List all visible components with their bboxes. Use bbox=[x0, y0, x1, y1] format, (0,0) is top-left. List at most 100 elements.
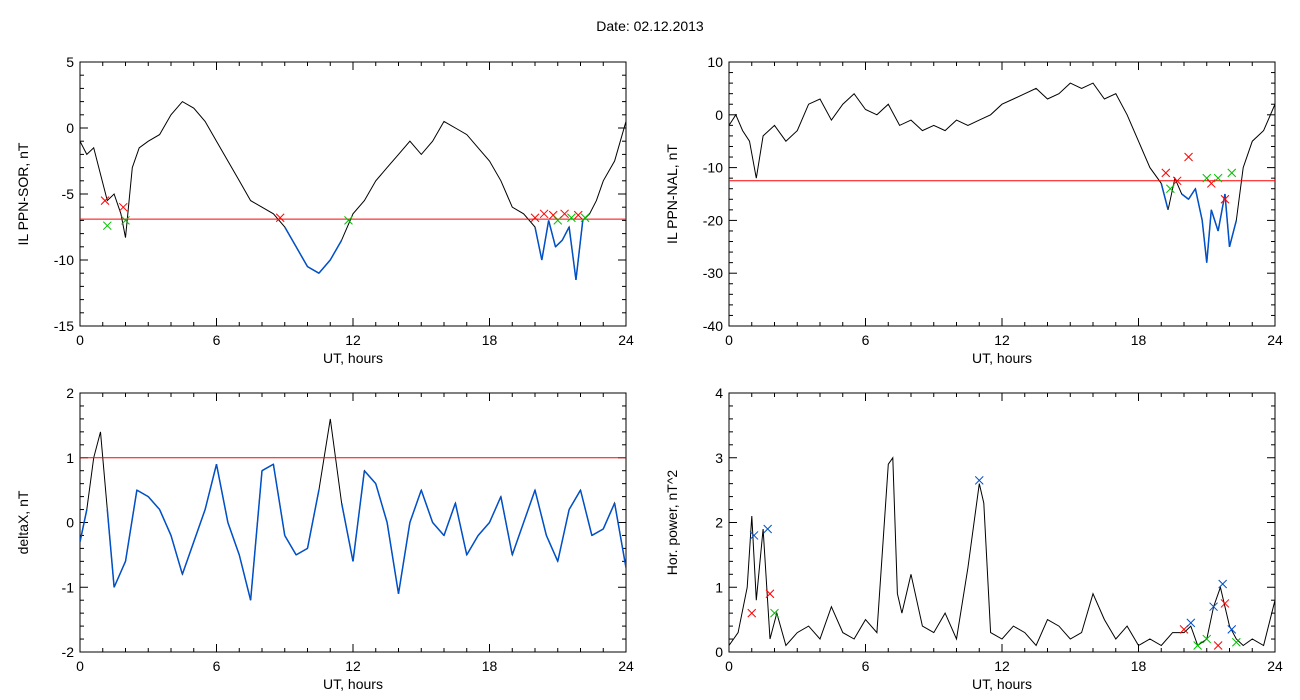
y-tick-label: 0 bbox=[66, 515, 74, 531]
below-threshold-segment bbox=[522, 489, 536, 523]
below-threshold-segment bbox=[557, 509, 570, 562]
x-tick-label: 0 bbox=[725, 658, 733, 674]
plot-frame bbox=[728, 392, 1276, 653]
marker-stroke bbox=[1218, 579, 1228, 589]
below-threshold-segment bbox=[1206, 209, 1213, 263]
event-marker-red bbox=[275, 213, 285, 223]
event-marker-green bbox=[344, 216, 353, 225]
y-tick-label: 4 bbox=[715, 385, 723, 401]
x-tick-label: 24 bbox=[618, 332, 634, 348]
event-marker-red bbox=[1161, 168, 1171, 178]
below-threshold-segment bbox=[124, 490, 138, 562]
x-tick-label: 18 bbox=[1131, 658, 1147, 674]
below-threshold-segment bbox=[363, 470, 377, 485]
x-tick-label: 12 bbox=[345, 658, 361, 674]
marker-stroke bbox=[1165, 184, 1175, 194]
below-threshold-segment bbox=[307, 265, 320, 274]
y-tick-label: -15 bbox=[54, 318, 74, 334]
y-tick-label: -10 bbox=[703, 160, 723, 176]
event-marker-red bbox=[1220, 194, 1230, 204]
event-marker-red bbox=[118, 202, 128, 212]
marker-stroke bbox=[344, 216, 353, 225]
below-threshold-segment bbox=[80, 509, 88, 543]
y-tick-label: 3 bbox=[715, 450, 723, 466]
event-marker-green bbox=[121, 216, 130, 225]
marker-stroke bbox=[1209, 602, 1218, 612]
marker-stroke bbox=[121, 216, 130, 225]
x-tick-label: 18 bbox=[1131, 332, 1147, 348]
event-marker-blue bbox=[763, 524, 773, 534]
marker-stroke bbox=[1213, 173, 1223, 183]
event-marker-red bbox=[1220, 599, 1230, 608]
y-axis-label: IL PPN-SOR, nT bbox=[15, 142, 31, 245]
below-threshold-segment bbox=[1228, 220, 1238, 247]
event-marker-red bbox=[747, 608, 757, 618]
below-threshold-segment bbox=[575, 220, 584, 280]
event-marker-green bbox=[770, 608, 779, 618]
below-threshold-segment bbox=[272, 464, 286, 536]
y-tick-label: 10 bbox=[707, 54, 723, 70]
marker-stroke bbox=[765, 589, 775, 599]
below-threshold-segment bbox=[1160, 183, 1169, 211]
below-threshold-segment bbox=[193, 509, 206, 543]
event-marker-red bbox=[548, 210, 558, 220]
x-tick-label: 6 bbox=[213, 332, 221, 348]
y-tick-label: -1 bbox=[62, 579, 75, 595]
below-threshold-segment bbox=[541, 220, 550, 261]
marker-stroke bbox=[118, 202, 128, 212]
plot-frame bbox=[79, 61, 627, 327]
x-tick-label: 18 bbox=[482, 658, 498, 674]
below-threshold-segment bbox=[511, 522, 525, 556]
y-tick-label: 0 bbox=[715, 644, 723, 660]
below-threshold-segment bbox=[227, 522, 240, 556]
below-threshold-segment bbox=[375, 483, 388, 523]
y-tick-label: 1 bbox=[715, 579, 723, 595]
below-threshold-segment bbox=[170, 535, 184, 575]
x-tick-label: 0 bbox=[725, 332, 733, 348]
marker-stroke bbox=[1161, 168, 1171, 178]
marker-stroke bbox=[539, 209, 549, 219]
below-threshold-segment bbox=[295, 246, 309, 267]
event-marker-green bbox=[102, 221, 112, 231]
below-threshold-segment bbox=[488, 496, 502, 523]
below-threshold-segment bbox=[352, 470, 366, 562]
below-threshold-segment bbox=[561, 226, 570, 241]
plot-area bbox=[80, 418, 626, 601]
event-marker-blue bbox=[1218, 579, 1228, 589]
date-value: 02.12.2013 bbox=[633, 18, 704, 34]
event-marker-red bbox=[1172, 176, 1182, 186]
y-tick-label: -20 bbox=[703, 212, 723, 228]
plot-area bbox=[729, 82, 1275, 263]
marker-stroke bbox=[1231, 637, 1241, 647]
event-marker-red bbox=[530, 213, 540, 223]
below-threshold-segment bbox=[454, 502, 468, 556]
marker-stroke bbox=[567, 213, 576, 223]
event-marker-red bbox=[1184, 152, 1193, 162]
below-threshold-segment bbox=[249, 470, 263, 601]
marker-stroke bbox=[100, 196, 110, 205]
marker-stroke bbox=[1227, 168, 1237, 178]
below-threshold-segment bbox=[238, 554, 252, 601]
below-threshold-segment bbox=[443, 502, 457, 536]
below-threshold-segment bbox=[329, 239, 343, 261]
event-marker-green bbox=[1193, 641, 1203, 650]
below-threshold-segment bbox=[306, 489, 320, 549]
below-threshold-segment bbox=[1181, 193, 1190, 200]
below-threshold-segment bbox=[158, 509, 172, 536]
below-threshold-segment bbox=[284, 535, 297, 556]
marker-stroke bbox=[1220, 599, 1230, 608]
event-marker-green bbox=[1202, 173, 1212, 183]
below-threshold-segment bbox=[295, 547, 308, 556]
series-line-1 bbox=[80, 418, 626, 601]
x-tick-label: 0 bbox=[76, 332, 84, 348]
below-threshold-segment bbox=[215, 464, 229, 523]
marker-stroke bbox=[548, 210, 558, 220]
x-axis-label: UT, hours bbox=[323, 350, 383, 366]
y-tick-label: 2 bbox=[715, 515, 723, 531]
marker-stroke bbox=[763, 524, 773, 534]
x-axis-label: UT, hours bbox=[972, 350, 1032, 366]
event-marker-red bbox=[539, 209, 549, 219]
below-threshold-segment bbox=[1210, 209, 1219, 232]
event-marker-green bbox=[553, 216, 563, 225]
